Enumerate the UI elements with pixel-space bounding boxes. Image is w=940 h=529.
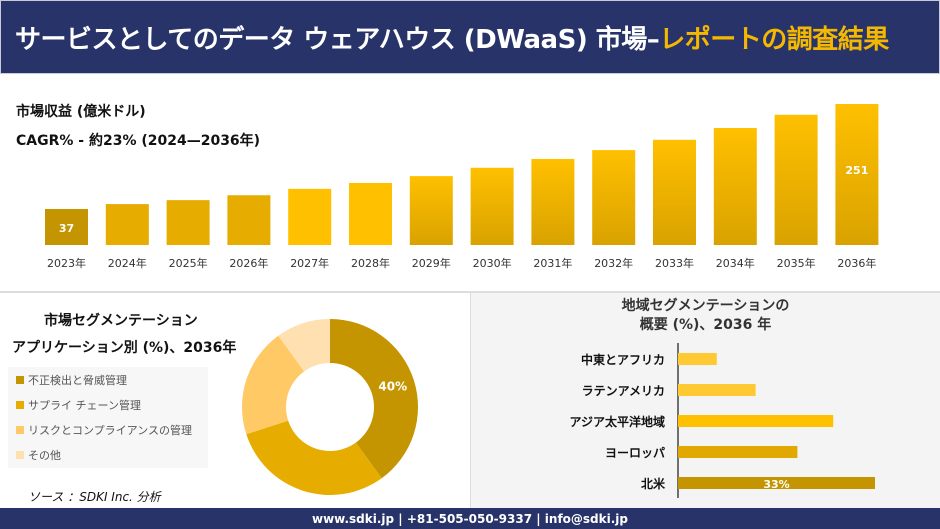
year-tick-label: 2029年 [412, 256, 451, 270]
region-bar [678, 415, 834, 427]
revenue-bar [713, 128, 757, 245]
bar-value-label: 37 [59, 222, 74, 235]
revenue-bar [409, 176, 453, 245]
divider [0, 291, 940, 293]
application-donut-chart: 40% [242, 319, 418, 495]
year-tick-label: 2028年 [351, 256, 390, 270]
legend-swatch [16, 400, 24, 409]
revenue-title: 市場収益 (億米ドル) [16, 104, 146, 120]
region-bar [678, 384, 756, 396]
legend-label: その他 [28, 448, 61, 462]
revenue-bar [166, 200, 210, 245]
legend-item: サプライ チェーン管理 [8, 392, 208, 417]
header-banner: サービスとしてのデータ ウェアハウス (DWaaS) 市場–レポートの調査結果 [0, 0, 940, 74]
year-tick-label: 2035年 [777, 256, 816, 270]
revenue-bar [45, 208, 88, 245]
revenue-bar-chart: 2023年 37 2024年 2025年 2026年 2027年 2028年 2029年 203… [45, 103, 879, 270]
region-label: 北米 [641, 476, 666, 491]
region-panel: 地域セグメンテーションの 概要 (%)、2036 年 中東とアフリカ ラテンアメリ… [470, 293, 940, 508]
source-note: ソース ：SDKI Inc. 分析 [28, 490, 161, 504]
legend-label: 不正検出と脅威管理 [28, 373, 127, 387]
legend-item: その他 [8, 442, 208, 467]
year-tick-label: 2036年 [837, 256, 876, 270]
revenue-bar [531, 158, 575, 245]
page-title: サービスとしてのデータ ウェアハウス (DWaaS) 市場–レポートの調査結果 [15, 24, 889, 55]
year-tick-label: 2026年 [229, 256, 268, 270]
region-subtitle: 概要 (%)、2036 年 [639, 317, 772, 333]
legend-label: サプライ チェーン管理 [28, 398, 141, 412]
donut-slice [278, 319, 330, 372]
revenue-bar [288, 188, 332, 245]
year-tick-label: 2030年 [473, 256, 512, 270]
segment-title: 市場セグメンテーション [44, 313, 198, 329]
region-label: 中東とアフリカ [581, 352, 665, 367]
revenue-bar [653, 139, 696, 245]
cagr-label: CAGR% - 約23% (2024—2036年) [16, 133, 261, 149]
year-tick-label: 2024年 [108, 256, 147, 270]
donut-slice [330, 319, 418, 479]
legend-item: リスクとコンプライアンスの管理 [8, 417, 208, 442]
bar-value-label: 33% [763, 478, 789, 491]
year-tick-label: 2025年 [169, 256, 208, 270]
donut-slice [246, 420, 382, 495]
revenue-bar [349, 182, 392, 245]
region-label: アジア太平洋地域 [569, 414, 665, 429]
revenue-bar [227, 195, 271, 245]
legend-item: 不正検出と脅威管理 [8, 367, 208, 392]
revenue-bar [470, 167, 514, 245]
year-tick-label: 2031年 [533, 256, 572, 270]
year-tick-label: 2032年 [594, 256, 633, 270]
year-tick-label: 2033年 [655, 256, 694, 270]
region-title: 地域セグメンテーションの [621, 298, 790, 314]
region-bar [678, 353, 717, 365]
legend-swatch [16, 425, 24, 434]
legend-label: リスクとコンプライアンスの管理 [28, 423, 193, 437]
segment-subtitle: アプリケーション別 (%)、2036年 [12, 340, 237, 356]
revenue-bar [105, 204, 149, 245]
year-tick-label: 2023年 [47, 256, 86, 270]
donut-slice [242, 335, 305, 435]
bar-value-label: 251 [845, 164, 868, 177]
slice-value-label: 40% [378, 380, 407, 394]
donut-legend: 不正検出と脅威管理 サプライ チェーン管理リスクとコンプライアンスの管理 その他 [8, 367, 208, 468]
legend-swatch [16, 450, 24, 459]
legend-swatch [16, 375, 24, 384]
year-tick-label: 2034年 [716, 256, 755, 270]
year-tick-label: 2027年 [290, 256, 329, 270]
region-bar [678, 477, 875, 489]
revenue-bar [835, 103, 879, 245]
revenue-bar [592, 150, 636, 245]
revenue-bar [774, 114, 818, 245]
region-label: ヨーロッパ [605, 446, 665, 460]
region-bar [678, 446, 798, 458]
region-label: ラテンアメリカ [582, 384, 665, 398]
footer-contact: www.sdki.jp | +81-505-050-9337 | info@sd… [0, 508, 940, 529]
